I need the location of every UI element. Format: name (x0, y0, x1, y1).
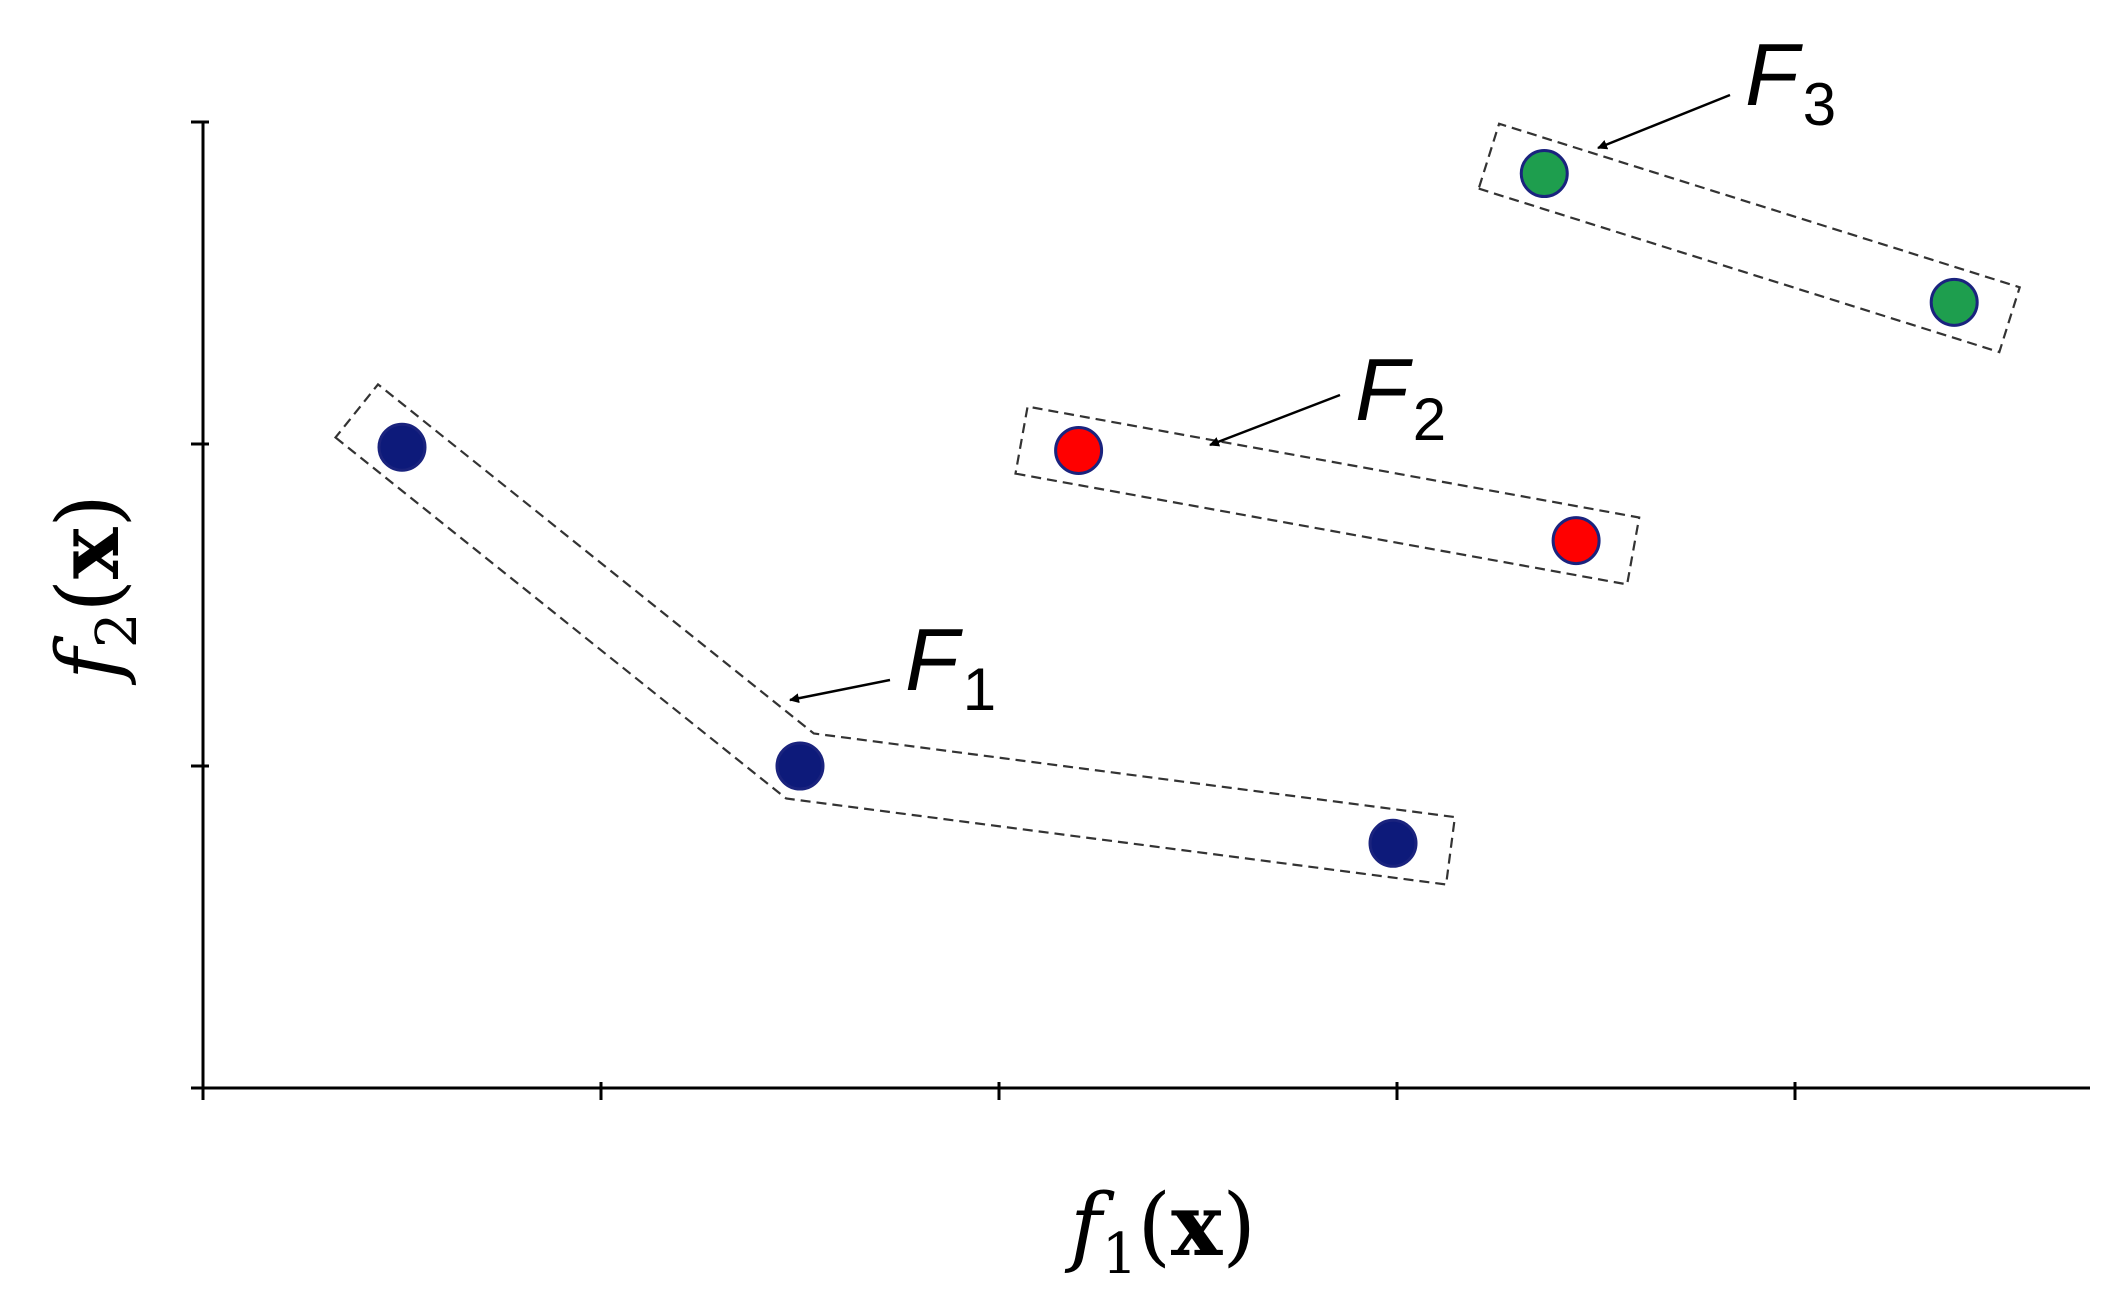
point-f1-3 (1368, 818, 1418, 868)
axes (191, 120, 2090, 1100)
front-label-2: F2 (1355, 340, 1446, 453)
y-axis-label-open: ( (39, 579, 139, 613)
front-box-1 (333, 382, 1457, 886)
front-box-2 (1014, 405, 1641, 586)
y-axis-label-close: ) (39, 494, 139, 528)
front-label-main: F (1745, 25, 1803, 124)
x-axis-label-open: ( (1137, 1176, 1171, 1276)
x-axis-label-close: ) (1222, 1176, 1256, 1276)
front-arrows (789, 93, 1731, 704)
point-f3-1 (1519, 149, 1569, 199)
front-label-sub: 1 (963, 656, 996, 723)
point-f3-2 (1929, 277, 1979, 327)
front-label-sub: 3 (1803, 71, 1836, 138)
front-label-main: F (905, 610, 963, 709)
front-box-3 (1477, 122, 2022, 354)
x-ticks (201, 1082, 1797, 1100)
data-points (377, 149, 1979, 868)
front-boxes (333, 122, 2022, 886)
point-f2-2 (1551, 516, 1601, 566)
point-f1-1 (377, 422, 427, 472)
front-arrow-3 (1597, 93, 1731, 150)
front-label-1: F1 (905, 610, 996, 723)
y-ticks (191, 120, 209, 1090)
x-axis-label: f1(x) (1064, 1175, 1256, 1287)
front-label-main: F (1355, 340, 1413, 439)
front-arrow-2 (1209, 393, 1341, 447)
point-f2-1 (1054, 425, 1104, 475)
y-axis-label: f2(x) (38, 494, 150, 686)
x-axis-label-var: x (1171, 1175, 1223, 1276)
x-axis-label-sub: 1 (1102, 1222, 1138, 1287)
front-label-3: F3 (1745, 25, 1836, 138)
y-axis-label-sub: 2 (85, 613, 150, 649)
front-arrow-1 (789, 678, 891, 704)
point-f1-2 (775, 741, 825, 791)
front-label-sub: 2 (1413, 386, 1446, 453)
y-axis-label-var: x (38, 527, 139, 579)
